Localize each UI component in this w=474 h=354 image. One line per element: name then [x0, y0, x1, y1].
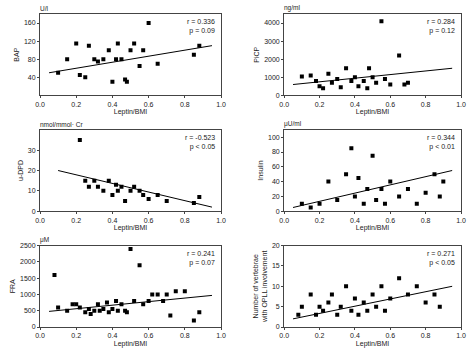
svg-text:r = 0.271p < 0.05: r = 0.271p < 0.05 — [427, 250, 455, 267]
svg-text:0.8: 0.8 — [180, 217, 190, 224]
svg-text:1.0: 1.0 — [216, 101, 226, 108]
svg-text:r = -0.523p < 0.05: r = -0.523p < 0.05 — [185, 134, 215, 151]
svg-text:0.0: 0.0 — [35, 332, 45, 339]
svg-text:2500: 2500 — [20, 242, 36, 249]
svg-text:80: 80 — [28, 56, 36, 63]
svg-text:r = 0.336p = 0.09: r = 0.336p = 0.09 — [187, 18, 215, 35]
svg-text:1000: 1000 — [264, 74, 280, 81]
svg-text:0.6: 0.6 — [385, 101, 395, 108]
svg-text:0.2: 0.2 — [315, 332, 325, 339]
svg-text:0.4: 0.4 — [108, 217, 118, 224]
svg-text:0.0: 0.0 — [279, 217, 289, 224]
svg-text:0.0: 0.0 — [35, 101, 45, 108]
svg-text:1.0: 1.0 — [216, 217, 226, 224]
svg-text:0.8: 0.8 — [421, 332, 431, 339]
svg-text:500: 500 — [24, 307, 36, 314]
svg-text:1.0: 1.0 — [456, 101, 466, 108]
svg-text:0.0: 0.0 — [279, 332, 289, 339]
svg-text:μM: μM — [40, 236, 49, 244]
svg-text:PiCP: PiCP — [253, 46, 260, 62]
svg-text:u-DPD: u-DPD — [17, 160, 24, 181]
svg-text:0.8: 0.8 — [180, 332, 190, 339]
svg-text:Leptin/BMI: Leptin/BMI — [114, 108, 148, 116]
svg-text:1500: 1500 — [20, 275, 36, 282]
svg-text:0: 0 — [276, 323, 280, 330]
svg-text:U/l: U/l — [40, 5, 49, 12]
svg-text:0.6: 0.6 — [385, 332, 395, 339]
svg-text:0.2: 0.2 — [71, 101, 81, 108]
svg-text:0.6: 0.6 — [144, 101, 154, 108]
svg-text:Leptin/BMI: Leptin/BMI — [356, 224, 390, 232]
svg-text:1.0: 1.0 — [456, 217, 466, 224]
svg-text:0.6: 0.6 — [144, 217, 154, 224]
svg-text:80: 80 — [272, 148, 280, 155]
svg-text:r = 0.344p < 0.01: r = 0.344p < 0.01 — [427, 134, 455, 151]
svg-text:120: 120 — [24, 38, 36, 45]
svg-text:ng/ml: ng/ml — [284, 4, 300, 12]
svg-text:Leptin/BMI: Leptin/BMI — [114, 340, 148, 348]
svg-text:20: 20 — [28, 167, 36, 174]
svg-text:r = 0.284p = 0.12: r = 0.284p = 0.12 — [427, 18, 455, 35]
svg-text:0.0: 0.0 — [279, 101, 289, 108]
svg-text:160: 160 — [24, 19, 36, 26]
svg-text:10: 10 — [272, 283, 280, 290]
svg-text:0.4: 0.4 — [350, 217, 360, 224]
svg-text:0.4: 0.4 — [350, 101, 360, 108]
svg-text:FRA: FRA — [9, 279, 16, 293]
svg-text:1000: 1000 — [20, 291, 36, 298]
svg-text:BAP: BAP — [13, 47, 20, 61]
svg-text:1.0: 1.0 — [216, 332, 226, 339]
svg-text:0: 0 — [32, 323, 36, 330]
svg-text:Leptin/BMI: Leptin/BMI — [356, 108, 390, 116]
svg-text:0.2: 0.2 — [71, 332, 81, 339]
svg-text:0.4: 0.4 — [350, 332, 360, 339]
svg-text:0.8: 0.8 — [180, 101, 190, 108]
svg-text:20: 20 — [272, 242, 280, 249]
svg-text:2000: 2000 — [264, 56, 280, 63]
svg-text:0.2: 0.2 — [315, 101, 325, 108]
svg-text:0.8: 0.8 — [421, 101, 431, 108]
svg-text:0: 0 — [276, 92, 280, 99]
svg-text:Number of vertebraewith OPLL i: Number of vertebraewith OPLL involvement — [252, 251, 268, 323]
svg-text:0.4: 0.4 — [108, 101, 118, 108]
svg-text:40: 40 — [272, 178, 280, 185]
svg-text:40: 40 — [28, 74, 36, 81]
svg-text:0: 0 — [276, 208, 280, 215]
svg-text:0.2: 0.2 — [315, 217, 325, 224]
svg-text:Leptin/BMI: Leptin/BMI — [114, 224, 148, 232]
svg-text:nmol/mmol· Cr: nmol/mmol· Cr — [40, 121, 83, 128]
svg-text:30: 30 — [28, 147, 36, 154]
svg-text:4000: 4000 — [264, 19, 280, 26]
svg-text:0.8: 0.8 — [421, 217, 431, 224]
svg-text:0.0: 0.0 — [35, 217, 45, 224]
svg-text:0.6: 0.6 — [144, 332, 154, 339]
svg-text:5: 5 — [276, 303, 280, 310]
svg-text:2000: 2000 — [20, 258, 36, 265]
svg-text:μU/ml: μU/ml — [284, 120, 302, 128]
svg-text:100: 100 — [268, 134, 280, 141]
svg-text:Insulin: Insulin — [257, 160, 264, 180]
svg-text:10: 10 — [28, 187, 36, 194]
svg-text:15: 15 — [272, 262, 280, 269]
svg-text:Leptin/BMI: Leptin/BMI — [356, 340, 390, 348]
svg-text:1.0: 1.0 — [456, 332, 466, 339]
svg-text:0.4: 0.4 — [108, 332, 118, 339]
svg-text:0.2: 0.2 — [71, 217, 81, 224]
svg-text:3000: 3000 — [264, 38, 280, 45]
svg-text:20: 20 — [272, 193, 280, 200]
svg-text:r = 0.241p = 0.07: r = 0.241p = 0.07 — [187, 250, 215, 267]
svg-text:0: 0 — [32, 208, 36, 215]
svg-text:60: 60 — [272, 163, 280, 170]
svg-text:0.6: 0.6 — [385, 217, 395, 224]
